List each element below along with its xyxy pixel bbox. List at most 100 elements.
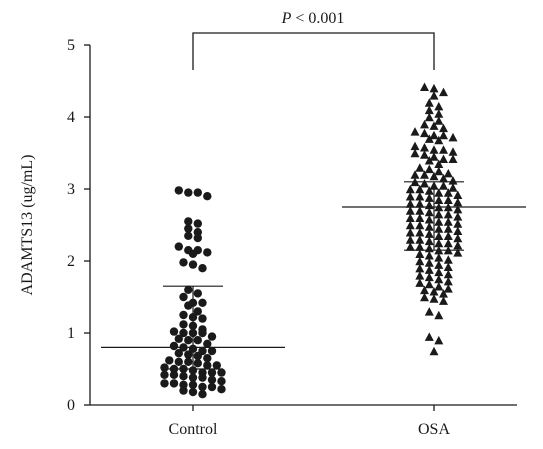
- control-point-50: [174, 357, 183, 366]
- x-ticks: Control OSA: [169, 405, 450, 438]
- osa-point-79: [434, 224, 444, 233]
- osa-point-18: [424, 134, 434, 143]
- y-tick-label-2: 2: [67, 253, 75, 270]
- osa-point-102: [434, 253, 444, 262]
- y-axis-label: ADAMTS13 (ug/mL): [19, 155, 36, 296]
- y-tick-label-5: 5: [67, 37, 75, 54]
- osa-point-103: [443, 255, 453, 264]
- control-point-16: [188, 260, 198, 269]
- control-point-53: [203, 361, 212, 370]
- osa-point-66: [424, 207, 434, 217]
- osa-point-15: [429, 130, 439, 140]
- osa-point-116: [415, 278, 425, 287]
- osa-point-70: [405, 213, 415, 222]
- osa-point-28: [439, 154, 448, 163]
- control-point-69: [160, 379, 169, 388]
- control-point-62: [160, 370, 169, 379]
- osa-point-78: [424, 222, 434, 231]
- osa-point-46: [405, 184, 415, 194]
- osa-point-122: [439, 289, 448, 298]
- osa-point-25: [410, 148, 420, 158]
- osa-point-12: [439, 123, 448, 133]
- control-point-6: [184, 224, 193, 233]
- control-point-39: [203, 339, 212, 348]
- osa-point-35: [443, 168, 453, 178]
- osa-point-112: [415, 271, 425, 280]
- x-axis: Control OSA: [90, 404, 517, 438]
- control-point-13: [203, 248, 212, 257]
- osa-point-101: [424, 251, 434, 260]
- control-point-45: [174, 349, 183, 358]
- control-point-23: [184, 301, 193, 310]
- control-point-35: [207, 332, 217, 341]
- osa-point-126: [424, 307, 434, 316]
- control-point-73: [198, 382, 207, 392]
- data-points: [160, 82, 463, 399]
- osa-point-114: [434, 274, 444, 284]
- osa-point-21: [420, 143, 429, 152]
- osa-point-74: [443, 217, 453, 226]
- osa-point-107: [443, 262, 453, 271]
- osa-point-29: [448, 154, 458, 163]
- osa-point-124: [429, 294, 439, 303]
- osa-point-24: [448, 147, 458, 156]
- control-point-18: [184, 285, 193, 294]
- control-point-78: [198, 390, 207, 399]
- osa-point-108: [415, 263, 425, 273]
- osa-point-115: [443, 276, 453, 286]
- osa-point-1: [429, 83, 439, 93]
- osa-point-53: [415, 192, 425, 201]
- osa-point-77: [415, 220, 425, 230]
- osa-point-19: [434, 135, 444, 145]
- control-point-20: [179, 292, 188, 302]
- significance-bracket: [192, 32, 435, 70]
- osa-point-59: [415, 199, 425, 208]
- osa-point-14: [420, 128, 429, 138]
- significance-annotation: P < 0.001: [192, 10, 435, 70]
- control-point-61: [217, 368, 226, 377]
- control-point-63: [169, 370, 179, 379]
- control-point-68: [217, 377, 226, 386]
- osa-point-67: [434, 209, 444, 219]
- osa-point-130: [429, 346, 439, 356]
- osa-point-9: [434, 116, 444, 125]
- osa-point-111: [443, 269, 453, 279]
- osa-point-51: [453, 190, 463, 199]
- control-point-47: [193, 351, 202, 361]
- control-point-37: [184, 336, 193, 345]
- osa-point-11: [429, 121, 439, 130]
- osa-point-44: [439, 181, 448, 190]
- osa-point-26: [420, 150, 429, 159]
- y-axis: 0 1 2 3 4 5 ADAMTS13 (ug/mL): [19, 37, 91, 414]
- control-point-9: [193, 233, 202, 243]
- osa-point-93: [453, 240, 463, 250]
- control-point-14: [188, 249, 198, 258]
- control-point-54: [212, 361, 221, 370]
- osa-point-8: [424, 112, 434, 122]
- control-point-2: [193, 188, 202, 197]
- osa-point-50: [443, 188, 453, 197]
- osa-point-69: [453, 212, 463, 221]
- osa-point-86: [443, 231, 453, 240]
- control-point-60: [207, 368, 217, 377]
- category-label-control: Control: [169, 421, 218, 438]
- control-point-5: [193, 219, 202, 228]
- osa-point-30: [424, 156, 434, 165]
- osa-point-56: [443, 195, 453, 204]
- osa-point-37: [420, 170, 429, 179]
- y-tick-label-4: 4: [67, 109, 75, 126]
- osa-point-106: [434, 260, 444, 269]
- osa-point-13: [410, 127, 420, 136]
- osa-point-88: [405, 235, 415, 244]
- control-point-38: [193, 336, 202, 345]
- p-value-text: < 0.001: [291, 10, 344, 27]
- control-point-65: [188, 373, 198, 382]
- control-point-71: [179, 380, 188, 389]
- control-point-8: [184, 231, 193, 240]
- osa-point-119: [443, 284, 453, 293]
- osa-point-3: [429, 91, 439, 100]
- control-point-48: [203, 354, 212, 363]
- control-point-24: [193, 307, 202, 316]
- osa-point-118: [434, 282, 444, 291]
- osa-point-76: [405, 220, 415, 230]
